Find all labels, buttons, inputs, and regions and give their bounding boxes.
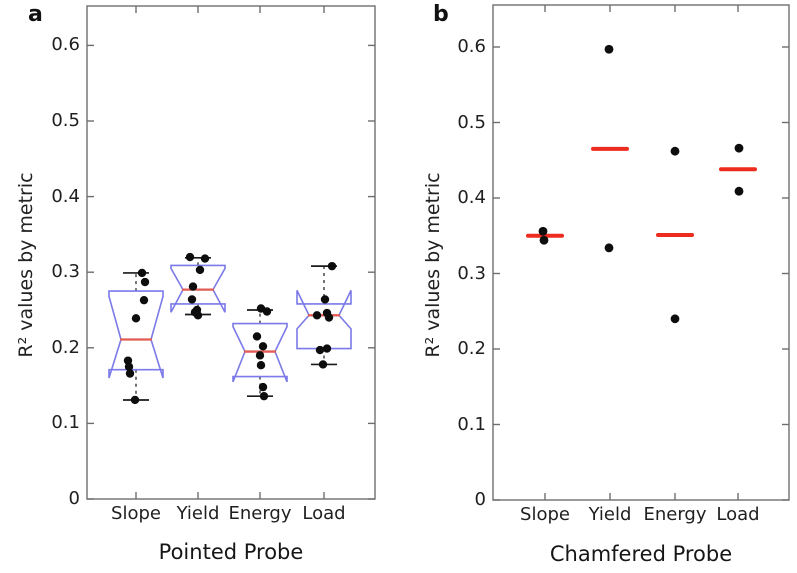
panel-letter-a: a [28, 2, 43, 27]
data-point [200, 254, 210, 263]
data-point [193, 311, 203, 320]
data-point [259, 391, 269, 401]
data-point [604, 243, 614, 253]
data-point [137, 268, 147, 278]
data-point [312, 311, 322, 320]
data-point [322, 344, 332, 353]
data-point [140, 277, 150, 287]
data-point [315, 345, 325, 355]
data-point [258, 342, 268, 351]
y-tick-label: 0.1 [51, 412, 80, 434]
panel-letter-b: b [433, 2, 449, 27]
data-point [124, 362, 134, 371]
y-tick-label: 0.2 [51, 336, 80, 358]
data-point [320, 295, 330, 304]
data-point [185, 252, 195, 262]
data-point [188, 282, 198, 291]
data-point [252, 332, 262, 341]
y-tick-label: 0.1 [457, 413, 486, 435]
data-point [130, 395, 140, 405]
x-axis-title-a: Pointed Probe [158, 540, 304, 564]
plot-border [492, 4, 790, 501]
x-category-label: Energy [228, 503, 292, 524]
y-tick-label: 0.3 [457, 262, 486, 284]
data-point [324, 313, 334, 322]
data-point [262, 307, 272, 316]
data-point [734, 143, 744, 153]
data-point [604, 44, 614, 54]
y-tick-label: 0 [474, 489, 486, 510]
y-tick-label: 0.6 [457, 36, 486, 57]
x-axis-title-b: Chamfered Probe [549, 542, 733, 566]
x-category-label: Yield [588, 504, 632, 525]
y-tick-label: 0.3 [51, 261, 80, 283]
y-tick-label: 0.4 [457, 187, 486, 208]
x-category-label: Slope [111, 503, 161, 524]
notched-box [296, 289, 352, 350]
notched-box [170, 264, 226, 313]
x-category-label: Slope [520, 504, 570, 525]
plot-border [86, 5, 376, 500]
data-point [139, 295, 149, 305]
data-point [539, 235, 549, 245]
notched-box [232, 322, 288, 383]
data-point [538, 226, 548, 236]
y-tick-label: 0.5 [51, 110, 80, 131]
x-category-label: Load [302, 503, 346, 524]
y-tick-label: 0.4 [51, 185, 80, 207]
data-point [734, 186, 744, 196]
data-point [258, 382, 268, 392]
data-point [125, 369, 135, 378]
y-tick-label: 0 [68, 488, 80, 509]
y-tick-label: 0.5 [457, 111, 486, 133]
data-point [195, 265, 205, 275]
data-point [131, 314, 141, 323]
data-point [327, 261, 337, 271]
data-point [256, 360, 266, 370]
data-point [318, 360, 328, 369]
x-category-label: Energy [643, 504, 707, 525]
data-point [670, 146, 680, 156]
y-tick-label: 0.6 [51, 34, 80, 56]
x-category-label: Load [716, 504, 760, 525]
data-point [255, 351, 265, 360]
data-point [187, 295, 197, 304]
x-category-label: Yield [176, 503, 220, 524]
y-tick-label: 0.2 [457, 338, 486, 359]
data-point [670, 314, 680, 324]
notched-box [108, 290, 164, 379]
